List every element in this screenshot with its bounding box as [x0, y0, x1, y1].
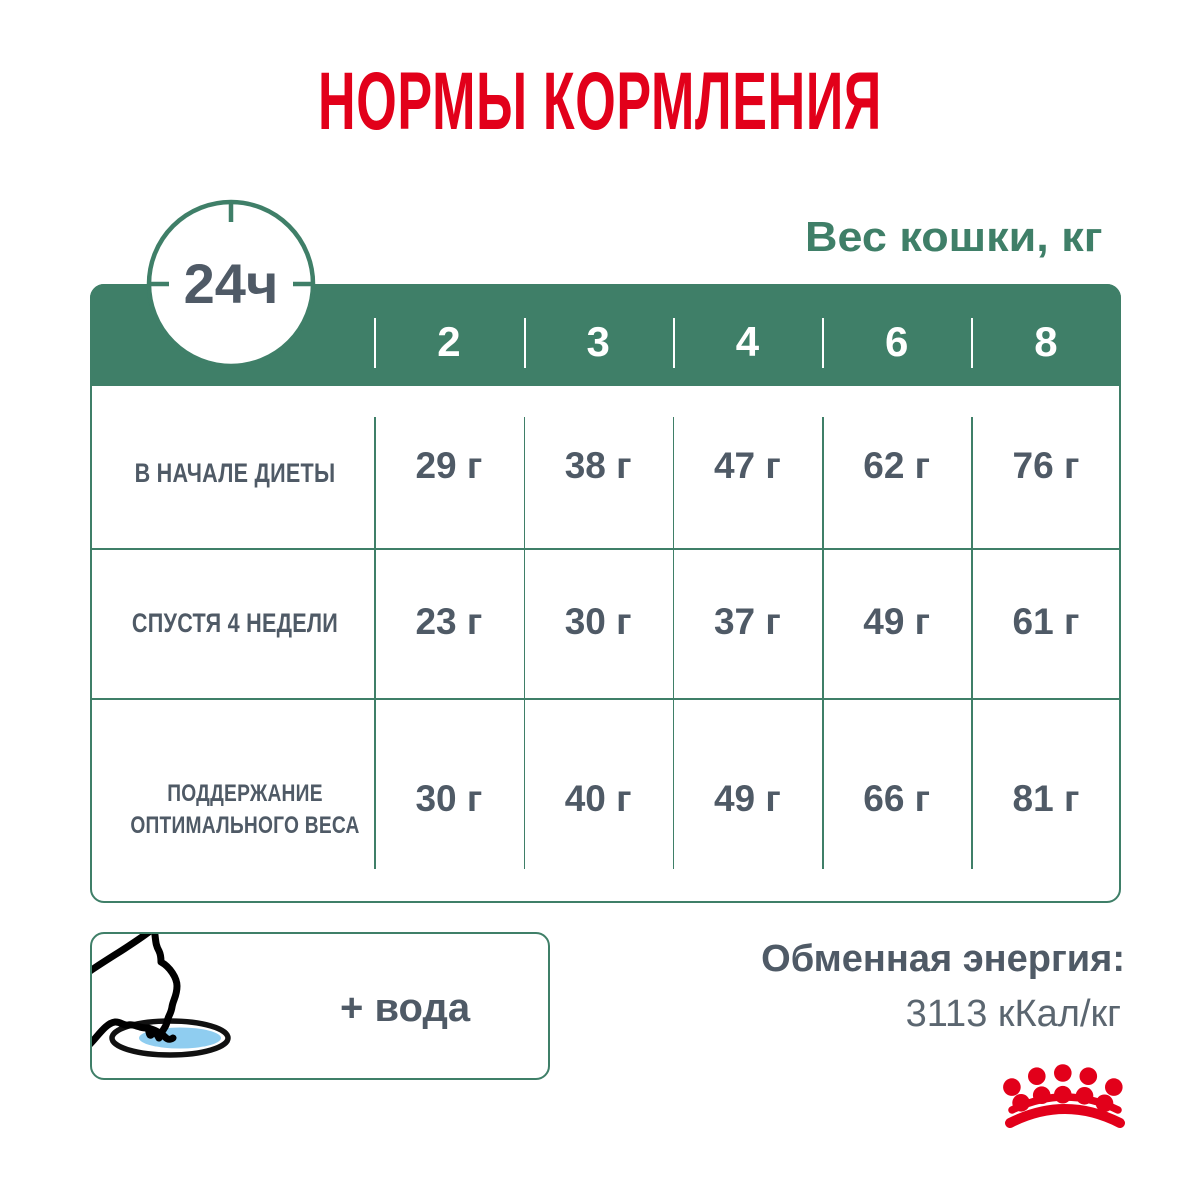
svg-text:24ч: 24ч [184, 252, 279, 315]
